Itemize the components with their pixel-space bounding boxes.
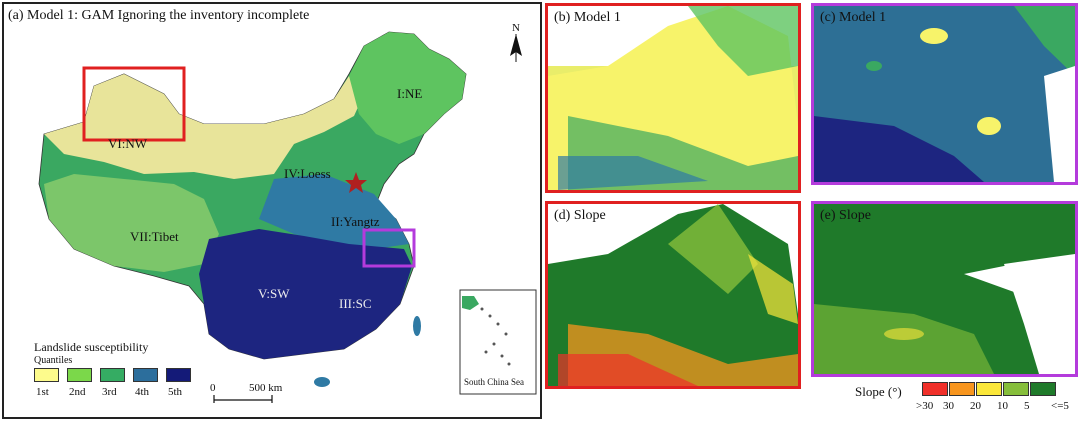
panel-b-title: (b) Model 1 [554, 10, 621, 25]
region-label-sc: III:SC [339, 296, 372, 311]
north-arrow-icon [510, 34, 522, 62]
zoom-box-red [82, 66, 186, 142]
legend-subtitle: Quantiles [34, 355, 73, 366]
panel-c-model1-yangtze: (c) Model 1 [811, 3, 1078, 185]
region-label-sw: V:SW [258, 286, 290, 301]
slope-tick-5: <=5 [1051, 400, 1069, 412]
panel-b-model1-nw: (b) Model 1 [545, 3, 801, 193]
panel-c-map [814, 6, 1075, 182]
legend-swatch-5th [166, 368, 191, 382]
slope-tick-3: 10 [997, 400, 1008, 412]
inset-label: South China Sea [464, 377, 524, 387]
slope-legend-title: Slope (°) [855, 384, 902, 399]
slope-tick-2: 20 [970, 400, 981, 412]
panel-d-map [548, 204, 798, 386]
legend-label-5th: 5th [168, 386, 183, 398]
slope-tick-1: 30 [943, 400, 954, 412]
panel-b-map [548, 6, 798, 190]
legend-label-4th: 4th [135, 386, 150, 398]
slope-swatch-0 [922, 382, 948, 396]
zoom-box-purple [362, 228, 416, 268]
panel-e-title: (e) Slope [820, 208, 871, 223]
legend-title: Landslide susceptibility [34, 340, 149, 354]
legend-label-1st: 1st [36, 386, 49, 398]
slope-tick-4: 5 [1024, 400, 1030, 412]
slope-swatch-2 [976, 382, 1002, 396]
region-label-loess: IV:Loess [284, 166, 331, 181]
region-label-yangtz: II:Yangtz [331, 214, 380, 229]
slope-swatch-4 [1030, 382, 1056, 396]
legend-swatch-3rd [100, 368, 125, 382]
panel-d-slope-nw: (d) Slope [545, 201, 801, 389]
scale-start-label: 0 [210, 382, 216, 394]
susceptibility-legend: Landslide susceptibility Quantiles 1st 2n… [34, 340, 204, 408]
legend-swatch-4th [133, 368, 158, 382]
loess-star-marker [345, 172, 367, 193]
panel-d-title: (d) Slope [554, 208, 606, 223]
panel-e-map [814, 204, 1075, 374]
slope-tick-0: >30 [916, 400, 934, 412]
legend-label-2nd: 2nd [69, 386, 86, 398]
legend-swatch-1st [34, 368, 59, 382]
legend-swatches: 1st 2nd 3rd 4th 5th [34, 368, 204, 408]
legend-label-3rd: 3rd [102, 386, 117, 398]
region-label-ne: I:NE [397, 86, 423, 101]
china-susceptibility-map [38, 31, 537, 403]
slope-swatch-1 [949, 382, 975, 396]
region-label-tibet: VII:Tibet [130, 229, 179, 244]
slope-swatch-3 [1003, 382, 1029, 396]
legend-swatch-2nd [67, 368, 92, 382]
north-label: N [512, 22, 520, 34]
panel-c-title: (c) Model 1 [820, 10, 887, 25]
scale-end-label: 500 km [249, 382, 283, 394]
slope-legend: >30 30 20 10 5 <=5 [916, 382, 1076, 422]
panel-e-slope-yangtze: (e) Slope [811, 201, 1078, 377]
region-label-nw: VI:NW [108, 136, 147, 151]
panel-a-main-map: (a) Model 1: GAM Ignoring the inventory … [2, 2, 542, 419]
panel-a-title: (a) Model 1: GAM Ignoring the inventory … [8, 8, 310, 23]
scale-bar [213, 395, 273, 403]
